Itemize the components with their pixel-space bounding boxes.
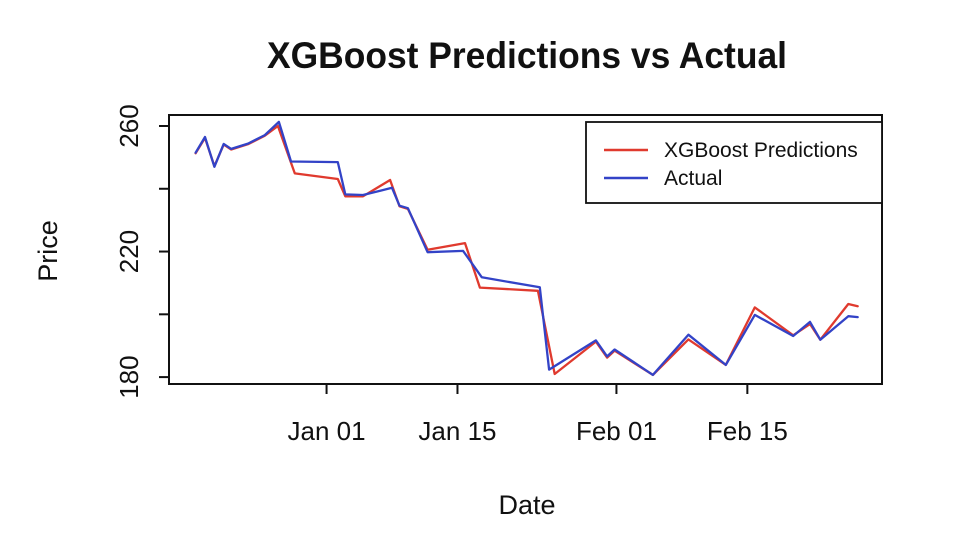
chart-title: XGBoost Predictions vs Actual xyxy=(267,35,787,76)
axis-ticks: Jan 01 Jan 15 Feb 01 Feb 15 180 220 260 xyxy=(114,104,788,446)
legend: XGBoost Predictions Actual xyxy=(585,121,883,204)
legend-label-actual: Actual xyxy=(664,167,722,190)
x-tick-label: Jan 01 xyxy=(288,416,366,446)
series-line-actual xyxy=(194,120,859,377)
y-axis-label: Price xyxy=(33,220,63,282)
x-axis-label: Date xyxy=(498,490,555,520)
y-tick-label: 220 xyxy=(114,230,144,273)
plot-box xyxy=(168,114,883,385)
y-tick-label: 260 xyxy=(114,104,144,147)
legend-box xyxy=(585,121,883,204)
x-tick-label: Jan 15 xyxy=(418,416,496,446)
legend-label-xgboost-predictions: XGBoost Predictions xyxy=(664,139,858,162)
data-series xyxy=(194,120,859,377)
x-tick-label: Feb 15 xyxy=(707,416,788,446)
y-tick-label: 180 xyxy=(114,355,144,398)
x-tick-label: Feb 01 xyxy=(576,416,657,446)
